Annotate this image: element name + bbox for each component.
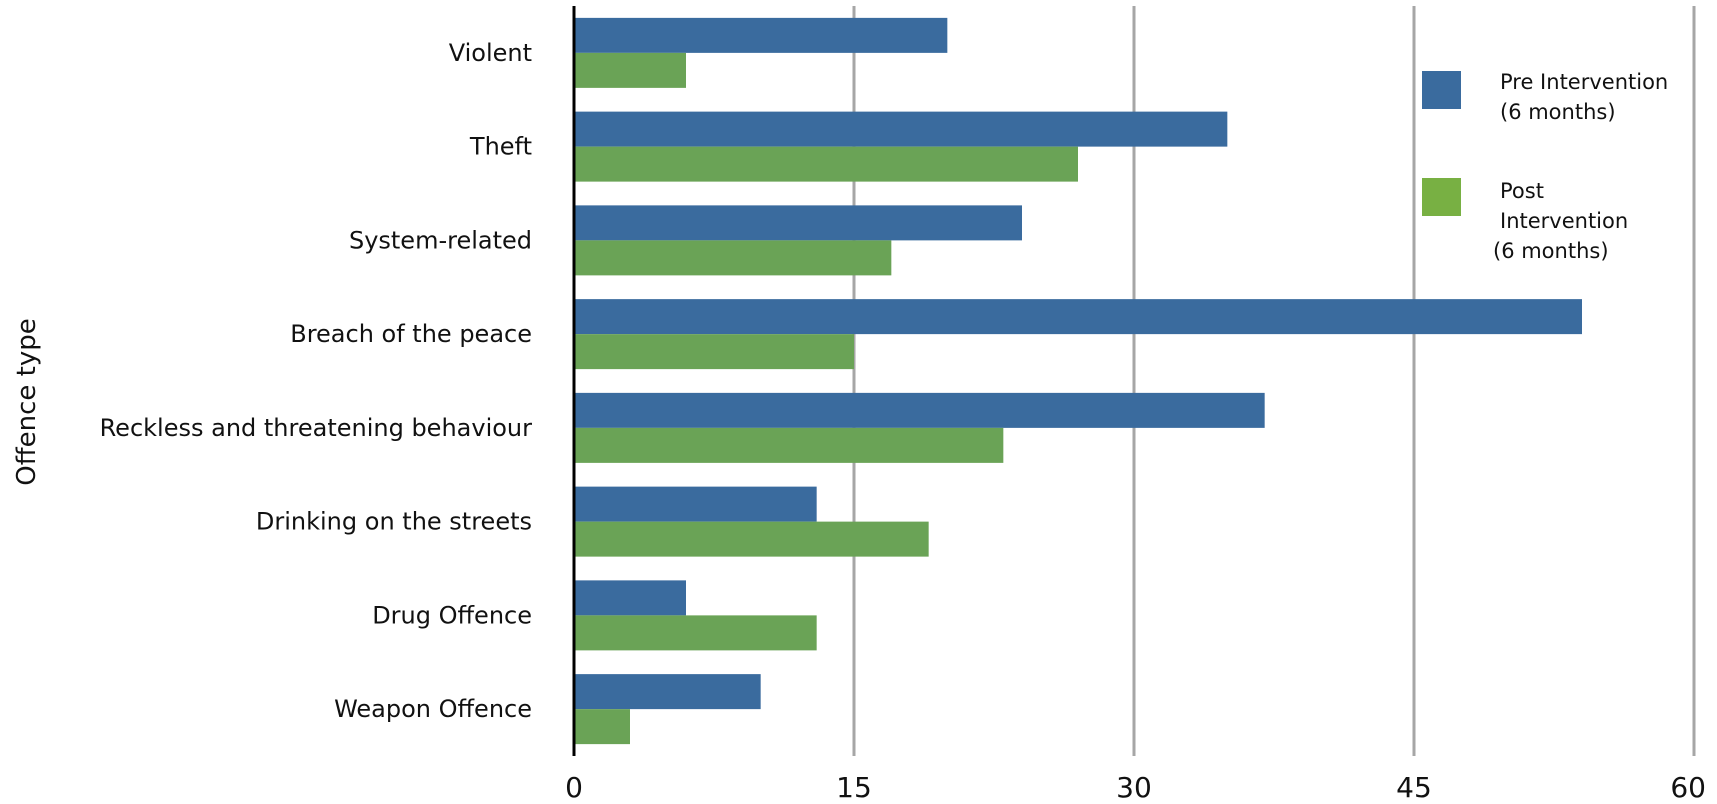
category-label: Breach of the peace: [290, 320, 532, 348]
category-label: Violent: [449, 39, 532, 67]
bar-pre-7: [574, 674, 761, 710]
bar-pre-4: [574, 392, 1265, 428]
legend: Pre Intervention (6 months) Post Interventi…: [1422, 70, 1668, 263]
bars: [574, 17, 1582, 745]
category-label: Drug Offence: [372, 601, 532, 629]
legend-label: (6 months): [1493, 239, 1609, 263]
legend-label: Post: [1500, 179, 1544, 203]
legend-swatch-pre: [1422, 71, 1461, 109]
category-label: Reckless and threatening behaviour: [100, 414, 533, 442]
y-axis-title: Offence type: [12, 318, 42, 486]
x-tick-label: 30: [1116, 771, 1152, 804]
legend-label: Pre Intervention: [1500, 70, 1668, 94]
x-tick-label: 0: [565, 771, 583, 804]
category-label: Drinking on the streets: [256, 508, 532, 536]
bar-post-4: [574, 427, 1004, 463]
bar-post-1: [574, 146, 1078, 182]
bar-post-2: [574, 240, 892, 276]
bar-post-5: [574, 521, 929, 557]
bar-pre-6: [574, 580, 686, 616]
x-tick-labels: 0 15 30 45 60: [565, 771, 1706, 804]
category-label: System-related: [349, 226, 532, 254]
x-tick-label: 45: [1396, 771, 1432, 804]
legend-label: (6 months): [1500, 100, 1616, 124]
legend-label: Intervention: [1500, 209, 1628, 233]
bar-pre-3: [574, 299, 1582, 335]
category-label: Theft: [469, 133, 532, 161]
bar-post-7: [574, 709, 630, 745]
bar-pre-0: [574, 17, 948, 53]
x-tick-label: 60: [1670, 771, 1706, 804]
legend-swatch-post: [1422, 178, 1461, 216]
bar-post-0: [574, 52, 686, 88]
x-tick-label: 15: [836, 771, 872, 804]
bar-pre-5: [574, 486, 817, 522]
category-label: Weapon Offence: [334, 695, 532, 723]
bar-post-3: [574, 334, 854, 370]
bar-pre-1: [574, 111, 1228, 147]
category-labels: Violent Theft System-related Breach of the …: [100, 39, 533, 723]
bar-pre-2: [574, 205, 1022, 241]
bar-post-6: [574, 615, 817, 651]
